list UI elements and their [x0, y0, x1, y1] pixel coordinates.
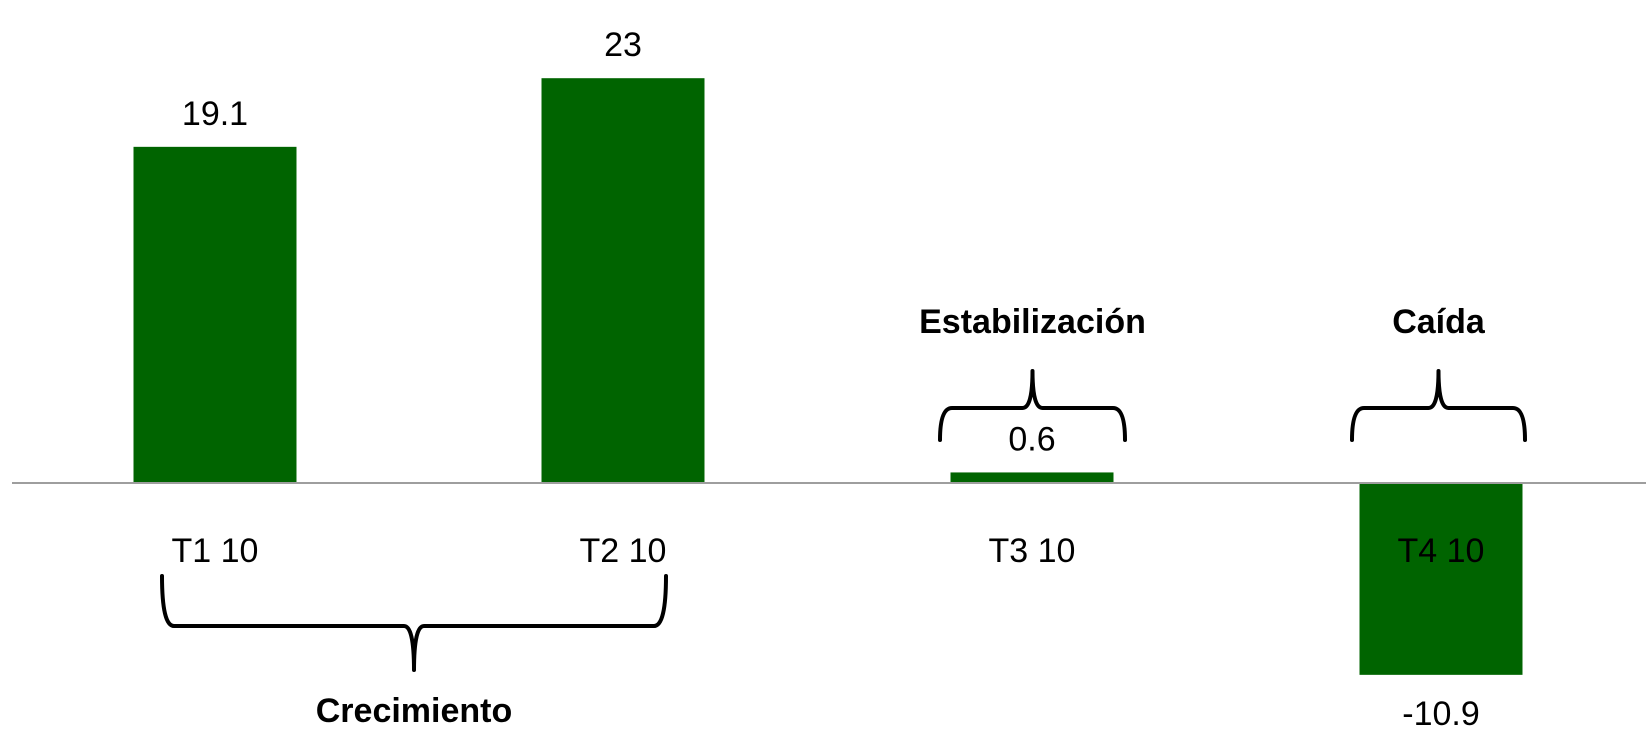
bar-2	[541, 78, 705, 483]
category-label-4: T4 10	[1398, 532, 1485, 570]
bar-4	[1359, 483, 1523, 675]
data-label-3: 0.6	[1008, 420, 1055, 458]
data-label-1: 19.1	[182, 95, 248, 133]
brace-2	[938, 369, 1127, 442]
brace-3	[1350, 369, 1527, 442]
data-label-4: -10.9	[1402, 695, 1480, 733]
category-label-2: T2 10	[580, 532, 667, 570]
annotation-label-2: Estabilización	[919, 303, 1146, 341]
bar-3	[950, 472, 1114, 483]
category-label-1: T1 10	[172, 532, 259, 570]
category-label-3: T3 10	[989, 532, 1076, 570]
brace-1	[160, 574, 668, 672]
annotation-label-1: Crecimiento	[316, 692, 513, 730]
bar-1	[133, 146, 297, 483]
annotation-label-3: Caída	[1392, 303, 1486, 341]
data-label-2: 23	[604, 26, 642, 64]
